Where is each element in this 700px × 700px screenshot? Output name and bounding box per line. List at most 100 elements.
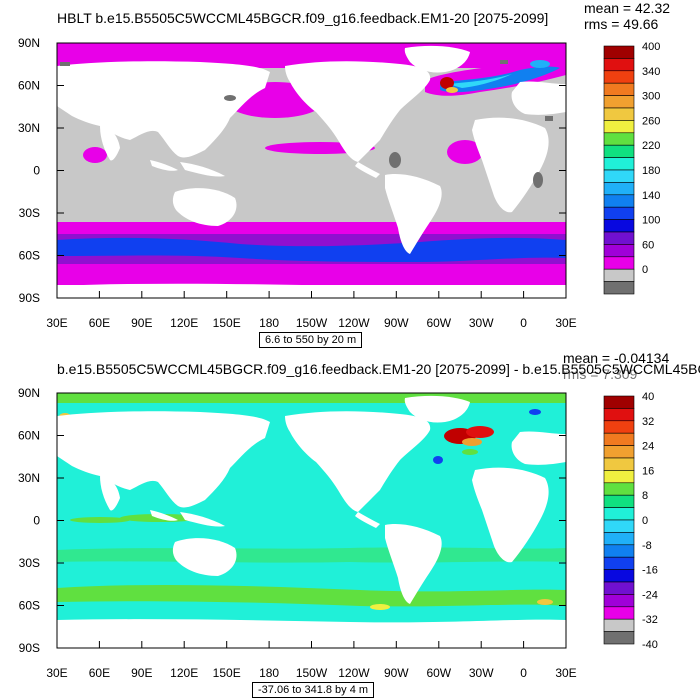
lon-label: 120E [170,666,198,680]
colorbar-swatch [603,519,635,533]
colorbar-swatch [603,470,635,484]
lon-label: 30E [46,316,67,330]
colorbar-label: 340 [642,66,660,78]
colorbar-label: 100 [642,215,660,227]
lon-label: 30E [46,666,67,680]
lat-label: 90N [18,386,40,400]
colorbar-swatch [603,445,635,459]
arctic-band [57,393,566,403]
colorbar-swatch [603,457,635,471]
colorbar-label: 16 [642,465,654,477]
colorbar-swatch [603,231,635,245]
colorbar-swatch [603,194,635,208]
lon-label: 150W [296,316,328,330]
colorbar-label: 180 [642,165,660,177]
lon-label: 90W [384,666,409,680]
lon-label: 60E [89,316,110,330]
lon-label: 30E [555,316,576,330]
lon-label: 180 [259,316,279,330]
lon-label: 90W [384,316,409,330]
panel2-mean: mean = -0.04134 [563,350,670,366]
colorbar-swatch [603,432,635,446]
lon-label: 0 [520,316,527,330]
colorbar-swatch [603,95,635,109]
colorbar-label: 60 [642,239,654,251]
colorbar-swatch [603,507,635,521]
lon-label: 30W [469,316,494,330]
colorbar-swatch [603,120,635,134]
lat-label: 60N [18,79,40,93]
colorbar-label: 32 [642,416,654,428]
lon-label: 60E [89,666,110,680]
colorbar-swatch [603,206,635,220]
lon-label: 60W [426,316,451,330]
panel2-map: 90N 60N 30N 0 30S 60S 90S 30E 60E 90E 12… [18,386,577,680]
colorbar-swatch [603,70,635,84]
lat-label: 30S [19,206,40,220]
colorbar-swatch [603,144,635,158]
panel1-range-box: 6.6 to 550 by 20 m [259,332,363,348]
lon-label: 180 [259,666,279,680]
colorbar-swatch [603,569,635,583]
colorbar-label: 8 [642,490,648,502]
lon-label: 150E [213,316,241,330]
colorbar-swatch [603,544,635,558]
colorbar-swatch [603,107,635,121]
colorbar-label: 0 [642,515,648,527]
lat-label: 60N [18,429,40,443]
colorbar-swatch [603,395,635,409]
colorbar-swatch [603,594,635,608]
colorbar-swatch [603,82,635,96]
colorbar-swatch [603,556,635,570]
colorbar-label: -8 [642,540,652,552]
colorbar-label: -40 [642,639,658,650]
colorbar-label: -24 [642,589,658,601]
colorbar-label: 300 [642,91,660,103]
lon-label: 60W [426,666,451,680]
colorbar-swatch [603,256,635,270]
lat-label: 0 [33,514,40,528]
lat-label: 30N [18,471,40,485]
colorbar-label: 260 [642,115,660,127]
lon-label: 120E [170,316,198,330]
panel1-colorbar: 400 340 300 260 220 180 140 100 60 0 [603,41,660,295]
colorbar-swatch [603,268,635,282]
panel2-range-box: -37.06 to 341.8 by 4 m [252,682,375,698]
colorbar-swatch [603,182,635,196]
colorbar-swatch [603,494,635,508]
lat-label: 90N [18,36,40,50]
colorbar-label: 140 [642,190,660,202]
colorbar-swatch [603,631,635,645]
colorbar-label: 24 [642,441,654,453]
lon-label: 90E [131,316,152,330]
continents [57,395,566,648]
colorbar-label: 400 [642,41,660,53]
lon-label: 0 [520,666,527,680]
colorbar-swatch [603,169,635,183]
lat-label: 0 [33,164,40,178]
colorbar-swatch [603,618,635,632]
colorbar-swatch [603,157,635,171]
colorbar-label: -16 [642,565,658,577]
panel1-mean: mean = 42.32 [584,0,671,16]
lat-label: 30S [19,556,40,570]
panel1-map: 90N 60N 30N 0 30S 60S 90S 30E 60E 90E 12… [18,36,577,330]
lat-label: 90S [19,641,40,655]
lon-label: 120W [338,666,370,680]
colorbar-swatch [603,219,635,233]
lat-label: 60S [19,599,40,613]
lon-label: 150E [213,666,241,680]
colorbar-swatch [603,132,635,146]
colorbar-swatch [603,482,635,496]
lon-label: 120W [338,316,370,330]
colorbar-swatch [603,45,635,59]
colorbar-label: 0 [642,264,648,276]
panel2-rms: rms = 7.309 [563,366,638,382]
colorbar-swatch [603,281,635,295]
lon-label: 150W [296,666,328,680]
panel2-title: b.e15.B5505C5WCCML45BGCR.f09_g16.feedbac… [57,361,700,377]
colorbar-swatch [603,606,635,620]
labrador-hotspot [440,77,454,89]
lon-label: 90E [131,666,152,680]
colorbar-swatch [603,58,635,72]
